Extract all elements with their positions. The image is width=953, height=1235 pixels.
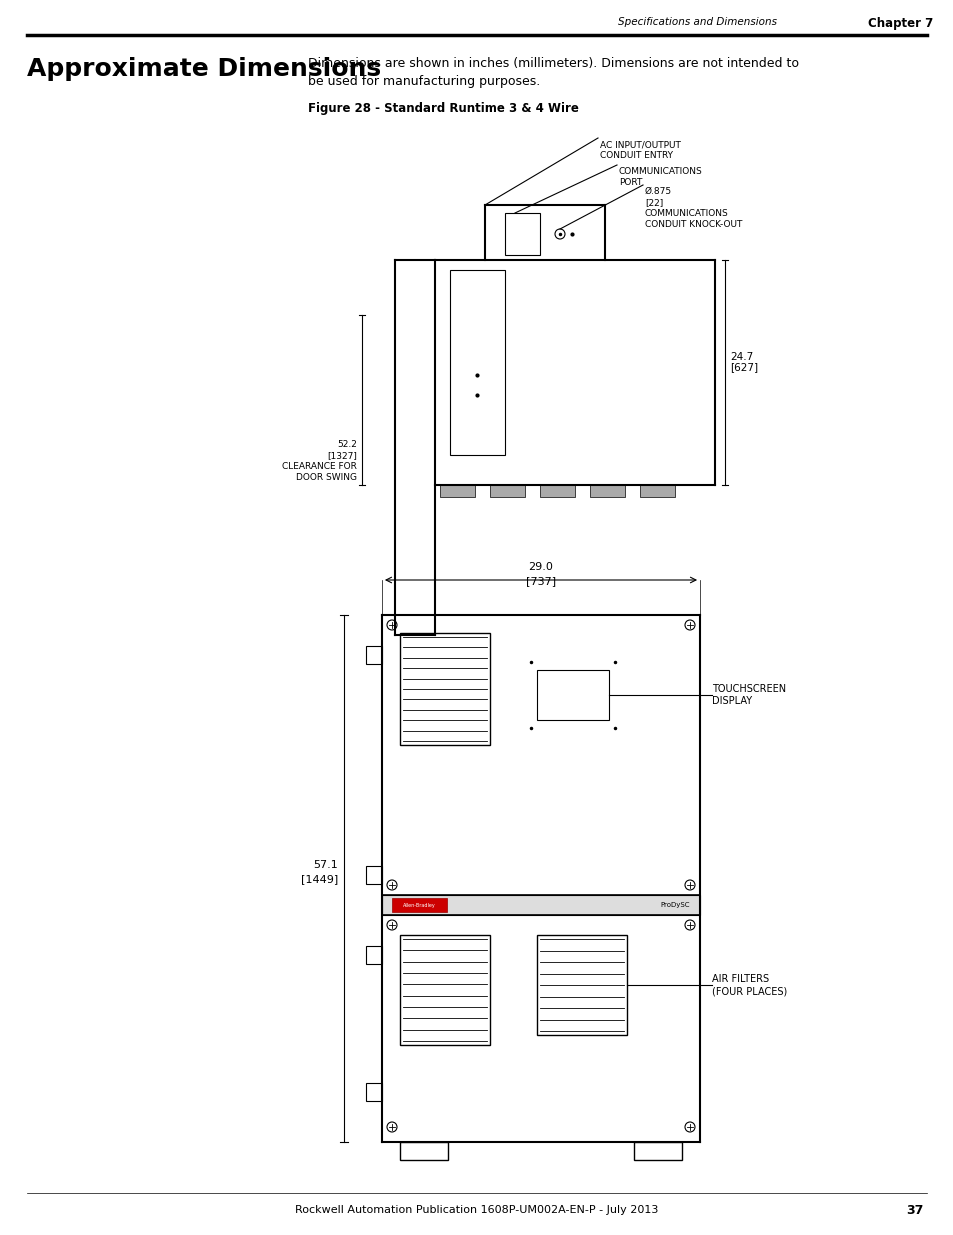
Text: Chapter 7: Chapter 7: [867, 17, 932, 30]
Text: [1449]: [1449]: [300, 874, 337, 884]
Text: be used for manufacturing purposes.: be used for manufacturing purposes.: [308, 75, 539, 88]
Bar: [399, 1142, 448, 1160]
Text: AIR FILTERS
(FOUR PLACES): AIR FILTERS (FOUR PLACES): [711, 974, 786, 997]
Bar: [589, 485, 624, 496]
Bar: [381, 895, 700, 915]
Bar: [366, 866, 381, 884]
Text: Approximate Dimensions: Approximate Dimensions: [27, 57, 381, 82]
Bar: [366, 946, 381, 965]
Text: Allen-Bradley: Allen-Bradley: [403, 903, 436, 908]
Text: 52.2
[1327]
CLEARANCE FOR
DOOR SWING: 52.2 [1327] CLEARANCE FOR DOOR SWING: [282, 440, 356, 483]
Text: TOUCHSCREEN
DISPLAY: TOUCHSCREEN DISPLAY: [711, 684, 785, 706]
Bar: [634, 1142, 681, 1160]
Text: Dimensions are shown in inches (millimeters). Dimensions are not intended to: Dimensions are shown in inches (millimet…: [308, 57, 799, 70]
Bar: [366, 646, 381, 664]
Text: Figure 28 - Standard Runtime 3 & 4 Wire: Figure 28 - Standard Runtime 3 & 4 Wire: [308, 103, 578, 115]
Bar: [439, 485, 475, 496]
Bar: [539, 485, 575, 496]
Text: Rockwell Automation Publication 1608P-UM002A-EN-P - July 2013: Rockwell Automation Publication 1608P-UM…: [295, 1205, 658, 1215]
Text: [737]: [737]: [525, 576, 556, 585]
Text: [627]: [627]: [729, 363, 758, 373]
Text: ProDySC: ProDySC: [659, 902, 689, 908]
Text: 57.1: 57.1: [313, 861, 337, 871]
Bar: [392, 898, 447, 911]
Bar: [450, 270, 504, 454]
Bar: [366, 1083, 381, 1100]
Bar: [504, 212, 539, 254]
Bar: [537, 671, 608, 720]
Text: AC INPUT/OUTPUT
CONDUIT ENTRY: AC INPUT/OUTPUT CONDUIT ENTRY: [599, 140, 680, 161]
Text: Ø.875
[22]
COMMUNICATIONS
CONDUIT KNOCK-OUT: Ø.875 [22] COMMUNICATIONS CONDUIT KNOCK-…: [644, 186, 741, 230]
Text: 29.0: 29.0: [528, 562, 553, 572]
Bar: [399, 634, 490, 745]
Bar: [639, 485, 675, 496]
Bar: [399, 935, 490, 1045]
Bar: [490, 485, 524, 496]
Text: Specifications and Dimensions: Specifications and Dimensions: [618, 17, 776, 27]
Text: 24.7: 24.7: [729, 352, 753, 363]
Text: COMMUNICATIONS
PORT: COMMUNICATIONS PORT: [618, 167, 702, 186]
Text: 37: 37: [905, 1203, 923, 1216]
Bar: [537, 935, 626, 1035]
